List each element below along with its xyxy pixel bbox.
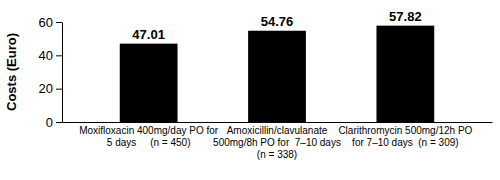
axis-line <box>63 122 493 123</box>
tick: 60 <box>39 15 62 30</box>
data-label: 47.01 <box>132 27 165 42</box>
tick-mark <box>56 55 62 56</box>
tick-label: 20 <box>39 81 53 96</box>
axis-title: Costs (Euro) <box>4 33 19 111</box>
tick-mark <box>56 22 62 23</box>
data-labels: 47.01 54.76 57.82 <box>132 9 421 42</box>
bar <box>376 26 434 122</box>
data-label: 57.82 <box>389 9 422 24</box>
tick-label: Moxifloxacin 400mg/day PO for5 days (n =… <box>79 125 219 148</box>
tick: Moxifloxacin 400mg/day PO for5 days (n =… <box>79 125 219 148</box>
bar <box>120 44 178 122</box>
x-axis: Moxifloxacin 400mg/day PO for5 days (n =… <box>63 123 493 161</box>
plot: 0 20 40 60 Moxifloxacin 400mg/day PO for5 da… <box>39 9 493 160</box>
axis-line <box>62 23 63 123</box>
tick-label: 0 <box>46 115 53 130</box>
tick-mark <box>56 122 62 123</box>
tick-mark <box>56 89 62 90</box>
bar <box>248 31 306 122</box>
tick-label: 60 <box>39 15 53 30</box>
bars <box>120 26 434 122</box>
data-label: 54.76 <box>261 14 294 29</box>
tick: 0 <box>46 115 62 130</box>
y-axis: 0 20 40 60 <box>39 15 63 130</box>
tick-label: Clarithromycin 500mg/12h POfor 7–10 days… <box>338 125 472 148</box>
tick: Clarithromycin 500mg/12h POfor 7–10 days… <box>338 125 472 148</box>
tick-label: 40 <box>39 48 53 63</box>
chart: 0 20 40 60 Moxifloxacin 400mg/day PO for5 da… <box>0 0 500 180</box>
tick: 20 <box>39 81 62 96</box>
tick-label: Amoxicillin/clavulanate500mg/8h PO for 7… <box>213 125 341 160</box>
tick: 40 <box>39 48 62 63</box>
tick: Amoxicillin/clavulanate500mg/8h PO for 7… <box>213 125 341 160</box>
